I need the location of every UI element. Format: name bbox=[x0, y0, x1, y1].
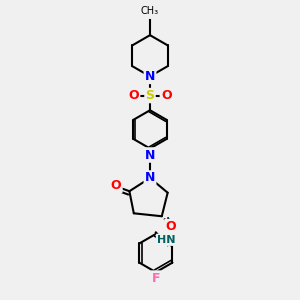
Text: O: O bbox=[111, 179, 122, 192]
Text: S: S bbox=[146, 89, 154, 102]
Text: N: N bbox=[145, 70, 155, 83]
Text: O: O bbox=[128, 89, 139, 102]
Text: CH₃: CH₃ bbox=[141, 6, 159, 16]
Text: N: N bbox=[145, 172, 155, 184]
Text: N: N bbox=[145, 148, 155, 161]
Text: HN: HN bbox=[157, 235, 176, 245]
Text: O: O bbox=[165, 220, 176, 233]
Text: F: F bbox=[152, 272, 160, 285]
Text: O: O bbox=[161, 89, 172, 102]
